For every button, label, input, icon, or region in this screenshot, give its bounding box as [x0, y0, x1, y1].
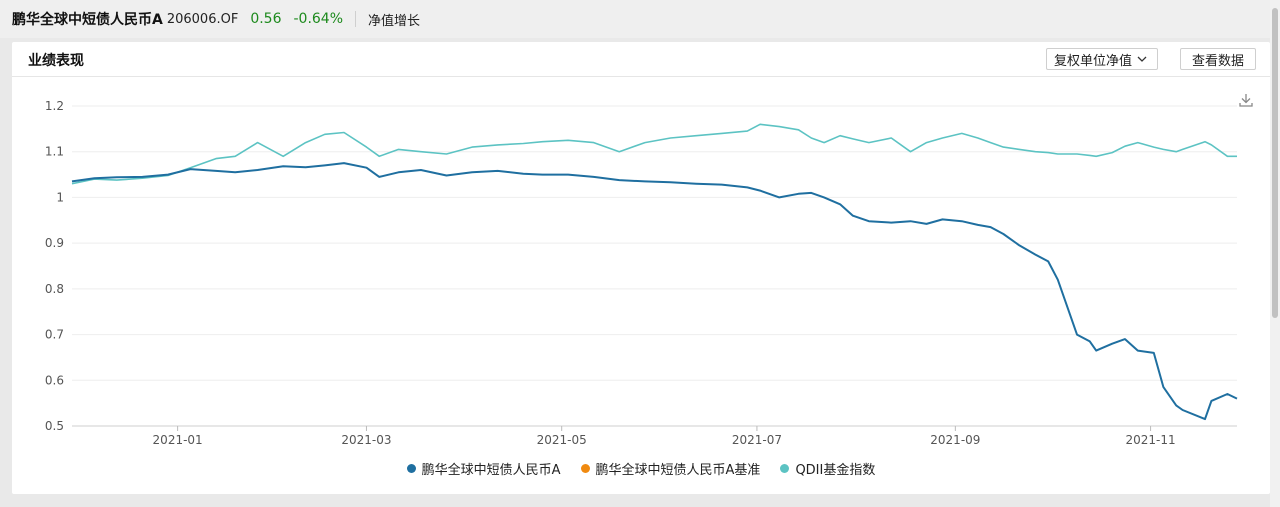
legend-label-benchmark: 鹏华全球中短债人民币A基准 [595, 462, 761, 478]
x-tick-label: 2021-05 [537, 433, 587, 447]
nav-value: 0.56 [250, 11, 282, 27]
dropdown-label: 复权单位净值 [1054, 53, 1133, 69]
legend-label-index: QDII基金指数 [795, 462, 876, 478]
nav-growth-label: 净值增长 [368, 13, 421, 29]
y-tick-label: 1.2 [45, 99, 64, 113]
legend-dot-fund [406, 463, 416, 473]
y-tick-label: 1 [56, 190, 64, 204]
y-tick-label: 0.5 [45, 419, 64, 433]
view-data-button[interactable]: 查看数据 [1180, 48, 1256, 70]
download-icon[interactable] [1238, 92, 1254, 108]
y-tick-label: 0.8 [45, 282, 64, 296]
legend-item-benchmark[interactable]: 鹏华全球中短债人民币A基准 [580, 459, 761, 478]
performance-chart: 0.5 0.6 0.7 0.8 0.9 1 1.1 1.2 2021-01 2021-03 2021… [45, 99, 1238, 447]
legend-dot-benchmark [580, 463, 590, 473]
y-tick-label: 0.7 [45, 328, 64, 342]
y-tick-label: 0.9 [45, 236, 64, 250]
fund-name: 鹏华全球中短债人民币A [12, 12, 163, 28]
fund-header: 鹏华全球中短债人民币A 206006.OF 0.56 -0.64% 净值增长 [0, 0, 1280, 38]
nav-type-dropdown[interactable]: 复权单位净值 [1046, 48, 1158, 70]
card-header: 业绩表现 复权单位净值 查看数据 [12, 42, 1270, 77]
page-scrollbar[interactable] [1270, 0, 1280, 507]
x-tick-label: 2021-07 [732, 433, 782, 447]
card-title: 业绩表现 [28, 53, 84, 69]
x-tick-label: 2021-01 [153, 433, 203, 447]
y-tick-label: 0.6 [45, 373, 64, 387]
x-tick-label: 2021-09 [930, 433, 980, 447]
series-line-index [71, 123, 1237, 185]
header-divider [355, 11, 357, 27]
x-tick-label: 2021-11 [1126, 433, 1176, 447]
chevron-down-icon [1137, 56, 1147, 62]
legend-item-index[interactable]: QDII基金指数 [780, 459, 875, 478]
legend-label-fund: 鹏华全球中短债人民币A [421, 462, 561, 478]
fund-code: 206006.OF [166, 11, 239, 27]
series-line-fund [71, 162, 1238, 421]
legend-dot-index [780, 463, 790, 473]
chart-legend: 鹏华全球中短债人民币A 鹏华全球中短债人民币A基准 QDII基金指数 [12, 458, 1270, 478]
legend-item-fund[interactable]: 鹏华全球中短债人民币A [406, 459, 561, 478]
nav-change: -0.64% [293, 11, 344, 27]
performance-card: 业绩表现 复权单位净值 查看数据 0.5 0.6 0.7 0.8 0.9 1 1.1 1.2 2… [12, 42, 1270, 494]
y-tick-label: 1.1 [45, 145, 64, 159]
x-tick-label: 2021-03 [341, 433, 391, 447]
scrollbar-thumb[interactable] [1272, 8, 1278, 318]
